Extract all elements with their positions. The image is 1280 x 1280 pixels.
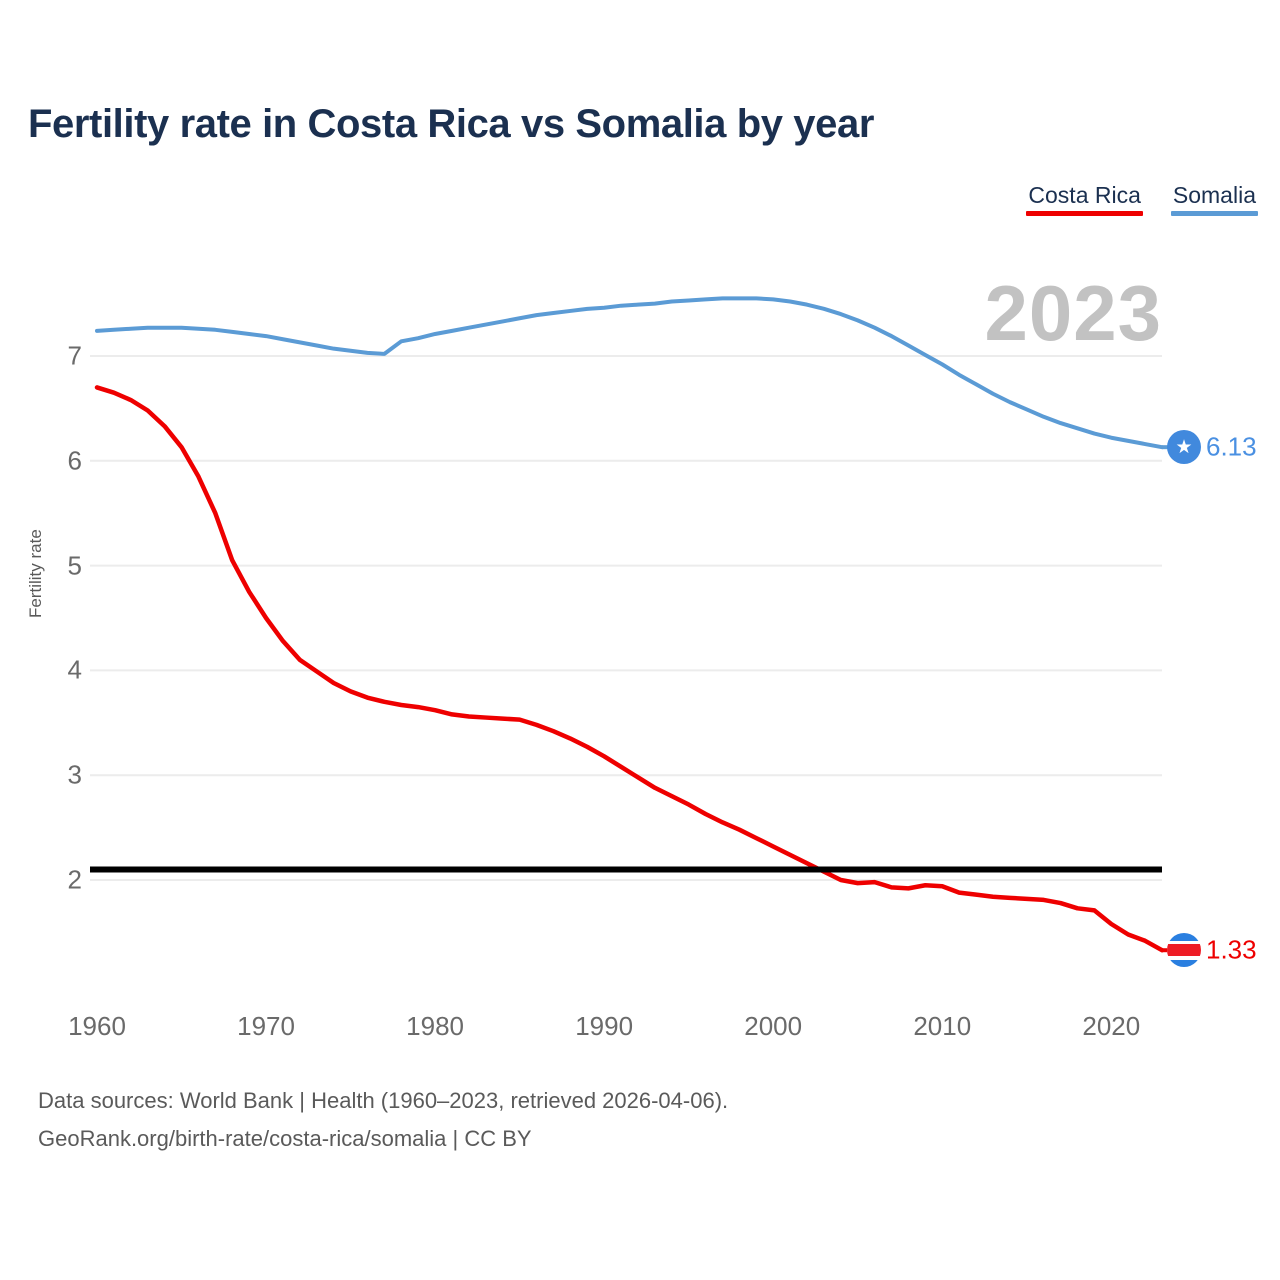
somalia-end-value: 6.13 xyxy=(1206,431,1257,462)
star-icon: ★ xyxy=(1175,436,1193,458)
x-tick-label: 1980 xyxy=(406,1011,465,1041)
flag-band xyxy=(1167,959,1201,968)
legend-item-somalia[interactable]: Somalia xyxy=(1170,182,1258,216)
x-tick-label: 2010 xyxy=(913,1011,972,1041)
x-tick-label: 1960 xyxy=(68,1011,126,1041)
y-tick-label: 7 xyxy=(67,340,82,371)
x-tick-label: 1990 xyxy=(575,1011,634,1041)
flag-band xyxy=(1167,944,1201,957)
somalia-flag-icon[interactable]: ★ xyxy=(1167,430,1201,465)
series-line-costa-rica xyxy=(94,385,1165,953)
flag-band xyxy=(1167,956,1201,960)
year-watermark: 2023 xyxy=(984,269,1162,357)
costa-rica-end-value: 1.33 xyxy=(1206,934,1257,965)
x-tick-label: 1970 xyxy=(237,1011,295,1041)
y-tick-label: 6 xyxy=(67,445,82,476)
page-title: Fertility rate in Costa Rica vs Somalia … xyxy=(28,102,875,146)
x-tick-label: 2000 xyxy=(744,1011,803,1041)
legend-rule-costa-rica xyxy=(1026,211,1143,216)
legend-label-somalia: Somalia xyxy=(1172,182,1256,208)
costa-rica-flag-icon[interactable] xyxy=(1167,933,1201,968)
flag-band xyxy=(1167,933,1201,941)
legend-item-costa-rica[interactable]: Costa Rica xyxy=(1026,182,1143,216)
footer-data-sources: Data sources: World Bank | Health (1960–… xyxy=(38,1088,729,1113)
flag-band xyxy=(1167,940,1201,945)
x-tick-label: 2020 xyxy=(1082,1011,1141,1041)
series-line-somalia xyxy=(95,296,1164,450)
legend-rule-somalia xyxy=(1170,211,1258,216)
chart-legend: Costa Rica Somalia xyxy=(1026,182,1258,216)
y-tick-label: 3 xyxy=(67,759,82,790)
legend-label-costa-rica: Costa Rica xyxy=(1028,182,1141,208)
y-tick-label: 4 xyxy=(67,654,82,685)
footer-attribution: GeoRank.org/birth-rate/costa-rica/somali… xyxy=(38,1126,532,1151)
y-tick-label: 5 xyxy=(67,550,82,581)
y-tick-label: 2 xyxy=(67,864,82,895)
